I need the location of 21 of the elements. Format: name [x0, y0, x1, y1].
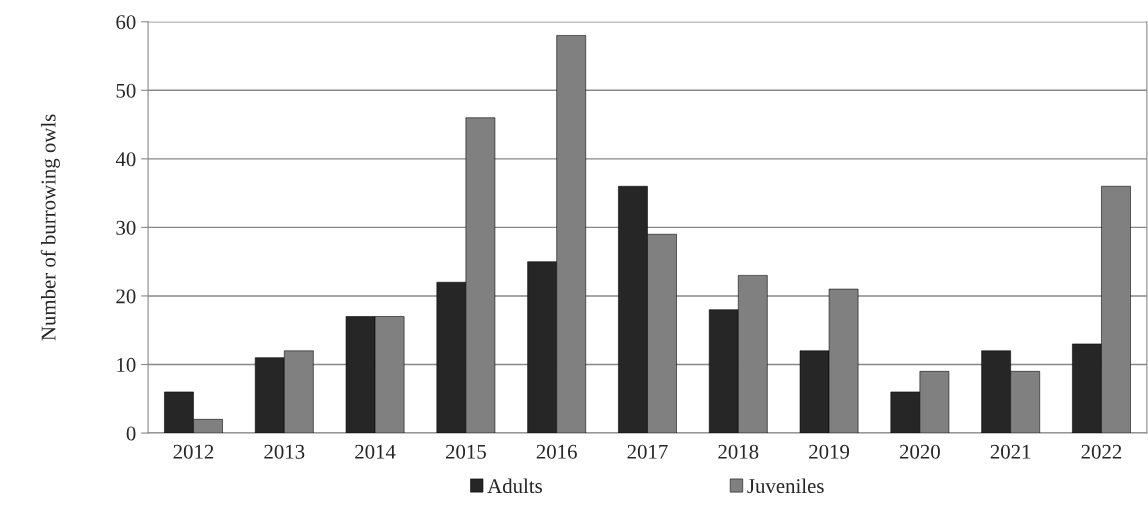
- x-tick-label: 2020: [899, 444, 940, 459]
- x-tick-label: 2017: [627, 444, 668, 459]
- legend-label: Juveniles: [747, 478, 824, 494]
- y-tick-label: 0: [126, 426, 136, 441]
- y-tick-label: 60: [116, 15, 136, 30]
- y-tick-label: 20: [116, 289, 136, 304]
- legend-label: Adults: [487, 478, 542, 494]
- x-tick-label: 2021: [990, 444, 1031, 459]
- y-tick-label: 40: [115, 152, 136, 167]
- x-tick-label: 2015: [445, 444, 486, 459]
- y-tick-label: 10: [117, 357, 136, 372]
- x-tick-label: 2012: [173, 444, 214, 459]
- x-tick-label: 2014: [355, 444, 396, 459]
- x-tick-label: 2018: [718, 444, 759, 459]
- y-axis-title: Number of burrowing owls: [40, 114, 60, 341]
- x-tick-label: 2019: [809, 444, 850, 459]
- x-tick-label: 2022: [1081, 444, 1122, 459]
- y-tick-label: 50: [116, 83, 136, 98]
- x-tick-label: 2013: [264, 444, 305, 459]
- y-tick-label: 30: [116, 220, 136, 235]
- x-tick-label: 2016: [536, 444, 577, 459]
